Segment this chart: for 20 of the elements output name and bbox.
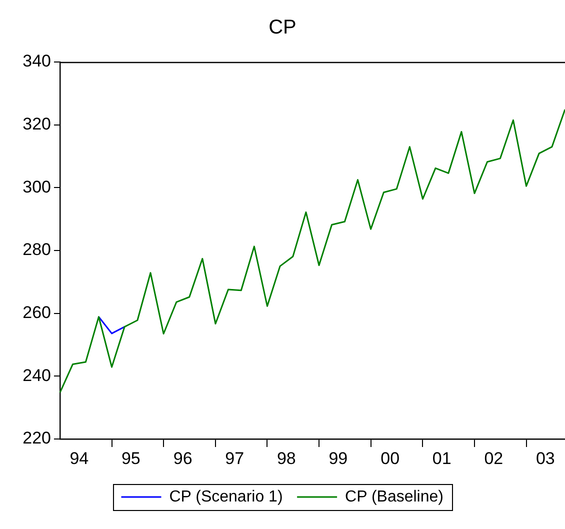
y-tick-label: 240 — [22, 366, 51, 385]
y-tick-label: 220 — [22, 428, 51, 448]
chart-title: CP — [268, 16, 296, 39]
y-tick-label: 280 — [22, 240, 51, 260]
x-tick-label: 00 — [380, 448, 400, 468]
y-tick-label: 260 — [22, 303, 51, 322]
y-tick-label: 300 — [22, 177, 51, 196]
legend-label: CP (Baseline) — [345, 488, 444, 506]
x-tick-label: 99 — [328, 448, 348, 468]
x-tick-label: 03 — [536, 448, 555, 468]
x-tick-label: 98 — [276, 448, 296, 468]
x-tick-label: 96 — [173, 448, 192, 468]
y-tick-label: 320 — [22, 114, 51, 134]
x-tick-label: 02 — [484, 448, 504, 468]
x-tick-label: 94 — [70, 448, 89, 468]
x-tick-label: 95 — [121, 448, 140, 468]
x-tick-label: 01 — [432, 448, 452, 468]
x-tick-label: 97 — [225, 448, 244, 468]
y-tick-label: 340 — [22, 52, 51, 71]
legend-label: CP (Scenario 1) — [169, 488, 283, 506]
